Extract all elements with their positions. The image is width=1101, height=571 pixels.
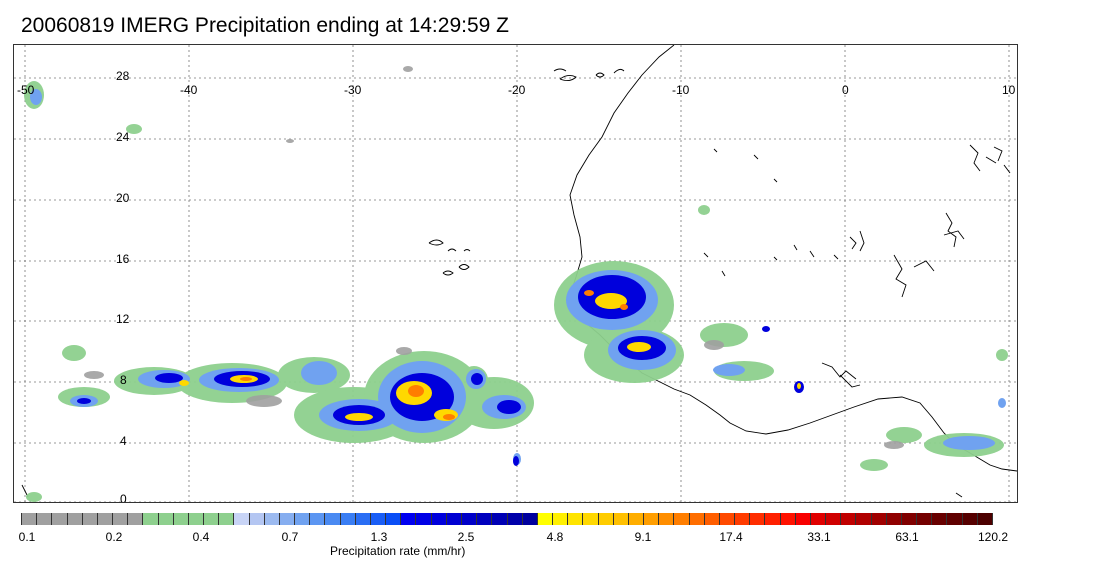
legend-swatch	[871, 513, 887, 525]
legend-swatch	[219, 513, 235, 525]
legend-units-label: Precipitation rate (mm/hr)	[330, 544, 466, 558]
legend-swatch	[401, 513, 417, 525]
coastline	[21, 45, 1017, 498]
legend-swatch	[188, 513, 205, 525]
legend-swatch	[583, 513, 599, 525]
legend-swatch	[644, 513, 660, 525]
legend-swatch	[628, 513, 645, 525]
legend-tick-label: 0.2	[105, 530, 123, 544]
legend-swatch	[340, 513, 356, 525]
legend-swatch	[841, 513, 857, 525]
legend-swatch	[735, 513, 751, 525]
legend-tick-label: 0.4	[192, 530, 210, 544]
legend-swatch	[962, 513, 978, 525]
legend-tick-label: 120.2	[977, 530, 1009, 544]
legend-swatch	[446, 513, 462, 525]
legend-swatch	[67, 513, 83, 525]
legend-swatch	[553, 513, 569, 525]
legend-swatch	[856, 513, 872, 525]
legend-swatch	[477, 513, 493, 525]
legend-swatch	[82, 513, 98, 525]
color-legend	[21, 513, 993, 525]
legend-swatch	[37, 513, 53, 525]
lon-label: 0	[842, 83, 849, 97]
legend-tick-label: 2.5	[457, 530, 475, 544]
legend-swatch	[355, 513, 371, 525]
legend-swatch	[310, 513, 326, 525]
legend-swatch	[750, 513, 766, 525]
legend-swatch	[932, 513, 948, 525]
legend-swatch	[886, 513, 902, 525]
lon-label: 10	[1002, 83, 1016, 97]
graticule	[14, 45, 1017, 502]
lon-label: -30	[344, 83, 362, 97]
legend-swatch	[52, 513, 68, 525]
legend-tick-label: 17.4	[719, 530, 743, 544]
legend-swatch	[113, 513, 129, 525]
legend-swatch	[704, 513, 720, 525]
legend-swatch	[613, 513, 629, 525]
legend-swatch	[158, 513, 174, 525]
legend-tick-label: 33.1	[807, 530, 831, 544]
legend-swatch	[204, 513, 220, 525]
legend-swatch	[234, 513, 250, 525]
legend-tick-label: 4.8	[546, 530, 564, 544]
legend-tick-label: 1.3	[370, 530, 388, 544]
legend-swatch	[431, 513, 447, 525]
lat-label: 16	[116, 252, 130, 266]
legend-swatch	[674, 513, 690, 525]
legend-swatch	[264, 513, 280, 525]
map-canvas	[14, 45, 1017, 502]
legend-swatch	[325, 513, 341, 525]
legend-tick-label: 63.1	[895, 530, 919, 544]
legend-swatch	[97, 513, 114, 525]
lat-label: 20	[116, 191, 130, 205]
map-title: 20060819 IMERG Precipitation ending at 1…	[21, 14, 509, 37]
legend-swatch	[810, 513, 827, 525]
lon-label: -20	[508, 83, 526, 97]
legend-tick-label: 0.1	[18, 530, 36, 544]
lat-label: 8	[120, 373, 127, 387]
legend-swatch	[659, 513, 675, 525]
lon-label: -10	[672, 83, 690, 97]
legend-swatch	[689, 513, 705, 525]
legend-swatch	[780, 513, 796, 525]
lon-label: -40	[180, 83, 198, 97]
lat-label: 4	[120, 434, 127, 448]
legend-swatch	[461, 513, 478, 525]
legend-swatch	[947, 513, 963, 525]
legend-tick-label: 0.7	[281, 530, 299, 544]
lat-label: 28	[116, 69, 130, 83]
legend-swatch	[279, 513, 296, 525]
legend-swatch	[507, 513, 523, 525]
legend-swatch	[386, 513, 402, 525]
legend-swatch	[21, 513, 38, 525]
legend-swatch	[492, 513, 508, 525]
legend-swatch	[143, 513, 159, 525]
lon-label: -50	[17, 83, 35, 97]
legend-swatch	[598, 513, 614, 525]
legend-swatch	[917, 513, 933, 525]
legend-swatch	[719, 513, 736, 525]
legend-swatch	[568, 513, 584, 525]
lat-label: 12	[116, 312, 130, 326]
legend-swatch	[173, 513, 189, 525]
legend-swatch	[249, 513, 265, 525]
legend-swatch	[295, 513, 311, 525]
legend-swatch	[416, 513, 432, 525]
lat-label: 24	[116, 130, 130, 144]
legend-swatch	[537, 513, 554, 525]
legend-tick-label: 9.1	[634, 530, 652, 544]
precipitation-map: -50 -40 -30 -20 -10 0 10 28 24 20 16 12 …	[13, 44, 1018, 503]
legend-swatch	[795, 513, 811, 525]
legend-swatch	[826, 513, 842, 525]
legend-swatch	[977, 513, 993, 525]
precipitation-field	[24, 66, 1008, 502]
legend-swatch	[765, 513, 781, 525]
legend-swatch	[901, 513, 918, 525]
legend-swatch	[128, 513, 144, 525]
legend-swatch	[370, 513, 387, 525]
legend-swatch	[522, 513, 538, 525]
lat-label: 0	[120, 492, 127, 503]
